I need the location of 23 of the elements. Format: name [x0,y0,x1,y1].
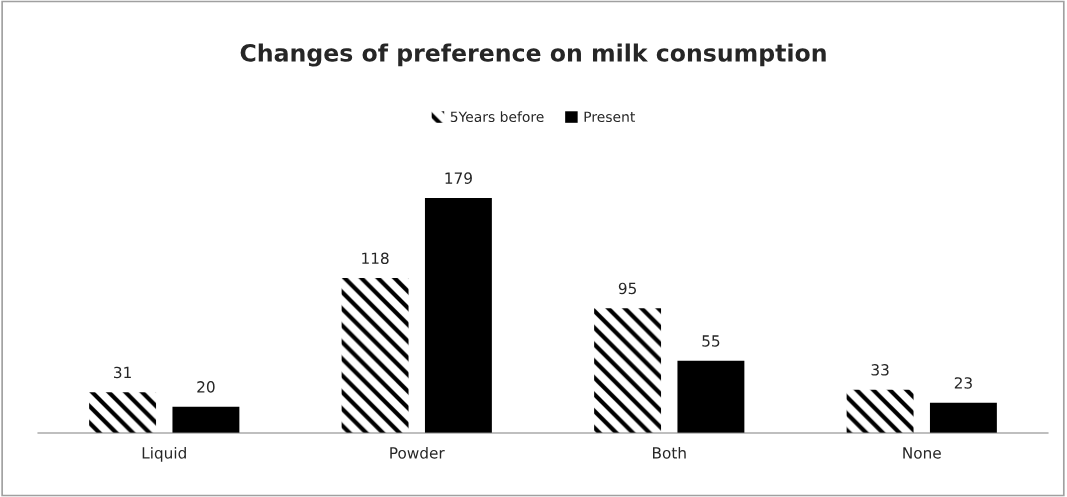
data-label: 95 [618,282,636,295]
bar [341,278,409,433]
bar [677,360,745,433]
x-tick-label: Powder [390,446,445,459]
data-label: 118 [362,252,389,265]
bar [594,308,662,433]
data-label: 179 [445,172,472,184]
data-label: 55 [702,335,720,347]
x-tick-label: None [903,447,941,459]
bar [846,389,914,433]
legend-label: 5Years before [450,111,544,123]
data-label: 31 [114,366,131,379]
data-label: 33 [871,364,889,376]
bar [172,406,240,433]
data-label: 20 [197,381,215,393]
bar [89,392,157,433]
legend-label: Present [584,111,635,123]
chart-title: Changes of preference on milk consumption [240,43,826,67]
x-tick-label: Liquid [142,446,186,462]
data-label: 23 [954,377,972,389]
bar [424,198,492,433]
x-tick-label: Both [653,446,686,459]
bar [929,402,997,433]
